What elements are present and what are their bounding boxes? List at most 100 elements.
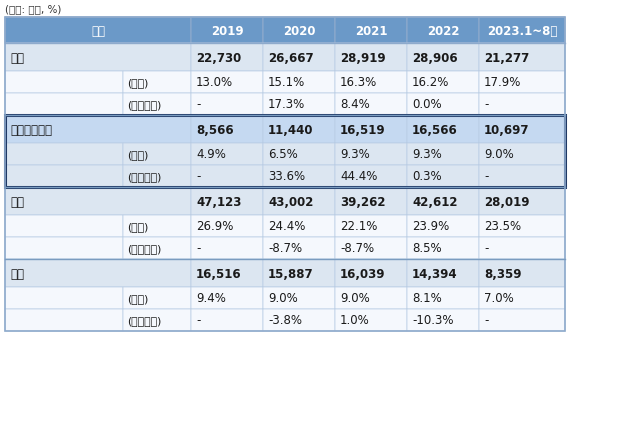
Text: 47,123: 47,123	[196, 195, 241, 208]
Bar	[263, 116, 335, 144]
Text: -: -	[484, 242, 488, 255]
Text: 0.3%: 0.3%	[412, 170, 442, 183]
Bar	[123, 237, 191, 259]
Text: 2023.1~8월: 2023.1~8월	[487, 25, 557, 37]
Text: 6.5%: 6.5%	[268, 148, 298, 161]
Text: 24.4%: 24.4%	[268, 220, 305, 233]
Text: 식품: 식품	[10, 51, 24, 64]
Bar	[407, 144, 479, 166]
Bar	[263, 94, 335, 116]
Bar	[5, 144, 123, 166]
Bar	[479, 237, 565, 259]
Text: -3.8%: -3.8%	[268, 314, 302, 327]
Text: 건강기능식품: 건강기능식품	[10, 123, 52, 136]
Text: (비중): (비중)	[127, 293, 148, 303]
Text: 26.9%: 26.9%	[196, 220, 234, 233]
Text: 16,566: 16,566	[412, 123, 458, 136]
Bar	[5, 116, 191, 144]
Bar	[335, 309, 407, 331]
Bar	[191, 116, 263, 144]
Text: 23.5%: 23.5%	[484, 220, 521, 233]
Text: 0.0%: 0.0%	[412, 98, 442, 111]
Text: (비중): (비중)	[127, 221, 148, 231]
Text: 9.3%: 9.3%	[412, 148, 442, 161]
Bar	[5, 72, 123, 94]
Bar	[191, 215, 263, 237]
Bar	[479, 72, 565, 94]
Bar	[335, 166, 407, 187]
Bar	[123, 72, 191, 94]
Bar	[335, 237, 407, 259]
Text: 10,697: 10,697	[484, 123, 529, 136]
Bar	[479, 215, 565, 237]
Text: 28,906: 28,906	[412, 51, 458, 64]
Bar	[335, 18, 407, 44]
Text: 9.0%: 9.0%	[268, 292, 298, 305]
Bar	[263, 259, 335, 287]
Bar	[479, 94, 565, 116]
Bar	[479, 144, 565, 166]
Bar	[407, 287, 479, 309]
Text: -: -	[196, 170, 200, 183]
Bar	[263, 215, 335, 237]
Bar	[123, 94, 191, 116]
Bar	[5, 237, 123, 259]
Bar	[5, 44, 191, 72]
Bar	[191, 259, 263, 287]
Text: 22.1%: 22.1%	[340, 220, 378, 233]
Bar	[335, 187, 407, 215]
Text: 23.9%: 23.9%	[412, 220, 449, 233]
Bar	[407, 166, 479, 187]
Bar	[5, 187, 191, 215]
Bar	[407, 72, 479, 94]
Bar	[479, 187, 565, 215]
Text: 9.3%: 9.3%	[340, 148, 370, 161]
Bar	[335, 259, 407, 287]
Bar	[263, 187, 335, 215]
Text: -10.3%: -10.3%	[412, 314, 454, 327]
Text: 28,019: 28,019	[484, 195, 529, 208]
Bar	[191, 94, 263, 116]
Text: 구분: 구분	[91, 25, 105, 37]
Text: 14,394: 14,394	[412, 267, 458, 280]
Bar	[191, 287, 263, 309]
Bar	[479, 287, 565, 309]
Bar	[407, 215, 479, 237]
Bar	[407, 18, 479, 44]
Text: 8.5%: 8.5%	[412, 242, 442, 255]
Bar	[123, 166, 191, 187]
Bar	[5, 287, 123, 309]
Text: 42,612: 42,612	[412, 195, 458, 208]
Text: 9.0%: 9.0%	[340, 292, 370, 305]
Text: 16.3%: 16.3%	[340, 76, 377, 89]
Text: -8.7%: -8.7%	[268, 242, 302, 255]
Bar	[335, 287, 407, 309]
Text: (단위: 건수, %): (단위: 건수, %)	[5, 4, 61, 14]
Bar	[263, 44, 335, 72]
Text: (비중): (비중)	[127, 150, 148, 160]
Text: 2019: 2019	[211, 25, 243, 37]
Text: 33.6%: 33.6%	[268, 170, 305, 183]
Bar	[335, 215, 407, 237]
Text: 44.4%: 44.4%	[340, 170, 378, 183]
Bar	[263, 309, 335, 331]
Text: -: -	[484, 314, 488, 327]
Bar	[123, 287, 191, 309]
Bar	[335, 94, 407, 116]
Bar	[5, 215, 123, 237]
Text: 43,002: 43,002	[268, 195, 314, 208]
Bar	[191, 166, 263, 187]
Text: -: -	[484, 98, 488, 111]
Text: 16.2%: 16.2%	[412, 76, 449, 89]
Text: 8,566: 8,566	[196, 123, 234, 136]
Bar	[263, 72, 335, 94]
Text: 8.4%: 8.4%	[340, 98, 370, 111]
Bar	[191, 309, 263, 331]
Text: 11,440: 11,440	[268, 123, 314, 136]
Bar	[191, 44, 263, 72]
Bar	[335, 44, 407, 72]
Text: 8.1%: 8.1%	[412, 292, 442, 305]
Text: 의류: 의류	[10, 195, 24, 208]
Text: 21,277: 21,277	[484, 51, 529, 64]
Text: 16,039: 16,039	[340, 267, 385, 280]
